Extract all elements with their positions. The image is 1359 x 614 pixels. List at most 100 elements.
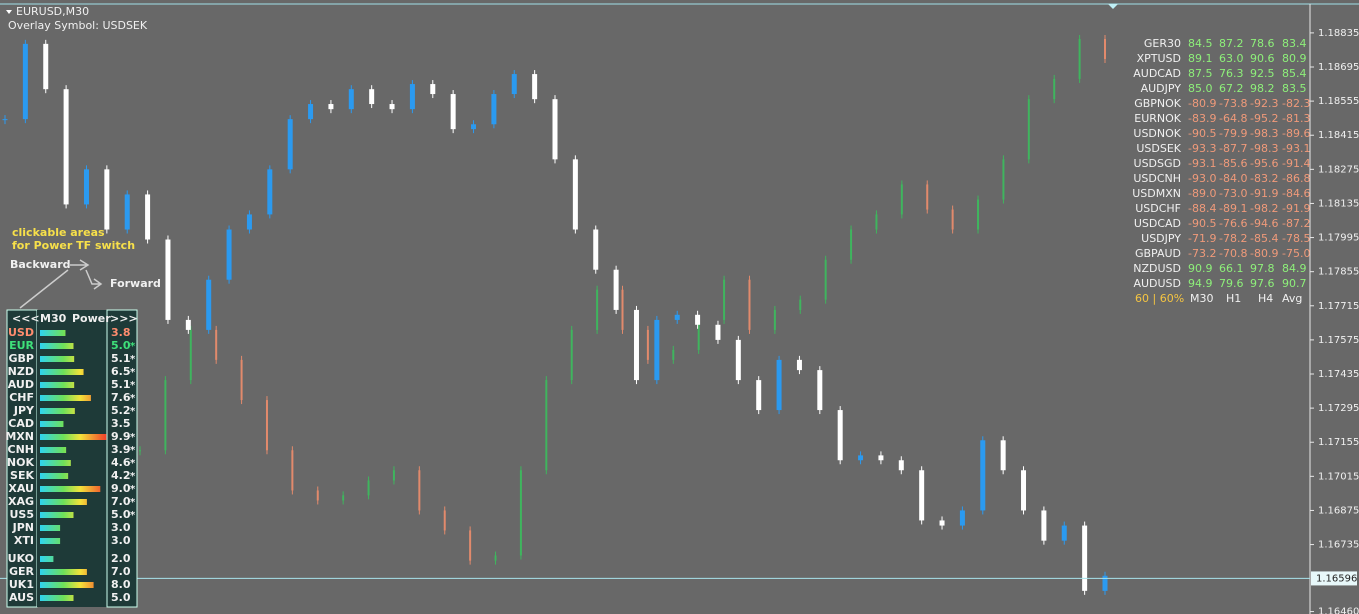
candle <box>695 314 701 325</box>
table-value: -78.2 <box>1219 232 1247 245</box>
power-flag: * <box>130 354 136 365</box>
currency: NZD <box>8 365 34 378</box>
back-button[interactable]: <<< <box>12 312 40 325</box>
currency: SEK <box>10 469 34 482</box>
candle <box>593 229 599 270</box>
candle <box>672 349 675 360</box>
currency: GBP <box>9 352 34 365</box>
table-value: 66.1 <box>1219 262 1244 275</box>
table-value: 97.8 <box>1250 262 1275 275</box>
currency: XTI <box>14 534 34 547</box>
table-value: -88.4 <box>1188 202 1216 215</box>
candle <box>1053 78 1056 100</box>
table-symbol: EURNOK <box>1134 112 1182 125</box>
power-value: 7.0 <box>111 495 131 508</box>
power-value: 5.0 <box>111 508 131 521</box>
candle <box>316 490 319 501</box>
table-symbol: USDCAD <box>1134 217 1181 230</box>
candle <box>450 94 456 130</box>
power-bar <box>40 356 75 362</box>
table-value: 87.2 <box>1219 37 1244 50</box>
forward-arrow <box>85 269 103 290</box>
candle <box>1027 99 1030 160</box>
candle <box>392 470 395 481</box>
candle <box>837 410 843 461</box>
candle <box>367 480 370 496</box>
candle <box>919 470 925 521</box>
table-value: -80.9 <box>1250 247 1278 260</box>
menu-arrow[interactable] <box>6 10 12 14</box>
table-value: 67.2 <box>1219 82 1244 95</box>
table-value: -64.8 <box>1219 112 1247 125</box>
forward-button[interactable]: >>> <box>110 312 138 325</box>
candle <box>532 74 538 100</box>
power-value: 9.0 <box>111 482 131 495</box>
tick-label: 1.17295 <box>1318 403 1359 414</box>
power-bar <box>40 486 101 492</box>
power-bar <box>40 473 69 479</box>
currency: USD <box>8 326 34 339</box>
candle <box>139 450 141 452</box>
table-value: -90.5 <box>1188 217 1216 230</box>
back-area[interactable] <box>6 309 38 608</box>
candle <box>267 169 273 215</box>
candle <box>1104 38 1106 59</box>
table-value: 79.6 <box>1219 277 1244 290</box>
table-value: 76.3 <box>1219 67 1244 80</box>
power-bar <box>40 460 71 466</box>
candle <box>674 314 680 320</box>
candle <box>2 119 8 121</box>
tick-label: 1.18555 <box>1318 96 1359 107</box>
candle <box>773 309 776 330</box>
candle <box>22 43 28 120</box>
currency: JPN <box>12 521 34 534</box>
table-value: -80.9 <box>1188 97 1216 110</box>
candle <box>145 194 151 240</box>
candle <box>900 184 903 215</box>
candle <box>715 324 721 340</box>
table-value: -79.9 <box>1219 127 1247 140</box>
candle <box>189 329 192 381</box>
table-column: H4 <box>1258 292 1273 305</box>
candle <box>226 229 232 280</box>
table-value: -84.6 <box>1282 187 1310 200</box>
shift-marker <box>1108 4 1118 9</box>
tick-label: 1.18275 <box>1318 164 1359 175</box>
currency: MXN <box>5 430 34 443</box>
table-value: 89.1 <box>1188 52 1213 65</box>
candle <box>799 299 802 310</box>
table-value: -73.2 <box>1188 247 1216 260</box>
table-value: 80.9 <box>1282 52 1307 65</box>
power-value: 3.0 <box>111 521 131 534</box>
tick-label: 1.17435 <box>1318 369 1359 380</box>
table-symbol: AUDCAD <box>1133 67 1181 80</box>
power-title: Power <box>72 312 111 325</box>
overlay-title: Overlay Symbol: USDSEK <box>8 19 148 32</box>
table-value: 94.9 <box>1188 277 1213 290</box>
currency: NOK <box>7 456 35 469</box>
candle <box>124 194 130 230</box>
table-value: 97.6 <box>1250 277 1275 290</box>
tick-label: 1.17575 <box>1318 335 1359 346</box>
table-symbol: AUDJPY <box>1141 82 1182 95</box>
candle <box>697 319 700 350</box>
power-value: 3.8 <box>111 326 131 339</box>
power-value: 6.5 <box>111 365 131 378</box>
table-value: -98.3 <box>1250 142 1278 155</box>
power-bar <box>40 447 67 453</box>
power-bar <box>40 330 66 336</box>
current-price-box <box>1311 571 1357 586</box>
table-value: 85.0 <box>1188 82 1213 95</box>
currency: EUR <box>9 339 34 352</box>
table-column: Avg <box>1282 292 1302 305</box>
table-value: -85.6 <box>1219 157 1247 170</box>
power-flag: * <box>130 458 136 469</box>
power-bar <box>40 569 87 575</box>
candle <box>898 460 904 471</box>
power-bar <box>40 382 75 388</box>
table-value: 90.6 <box>1250 52 1275 65</box>
table-symbol: USDCHF <box>1135 202 1181 215</box>
forward-area[interactable] <box>106 309 138 608</box>
